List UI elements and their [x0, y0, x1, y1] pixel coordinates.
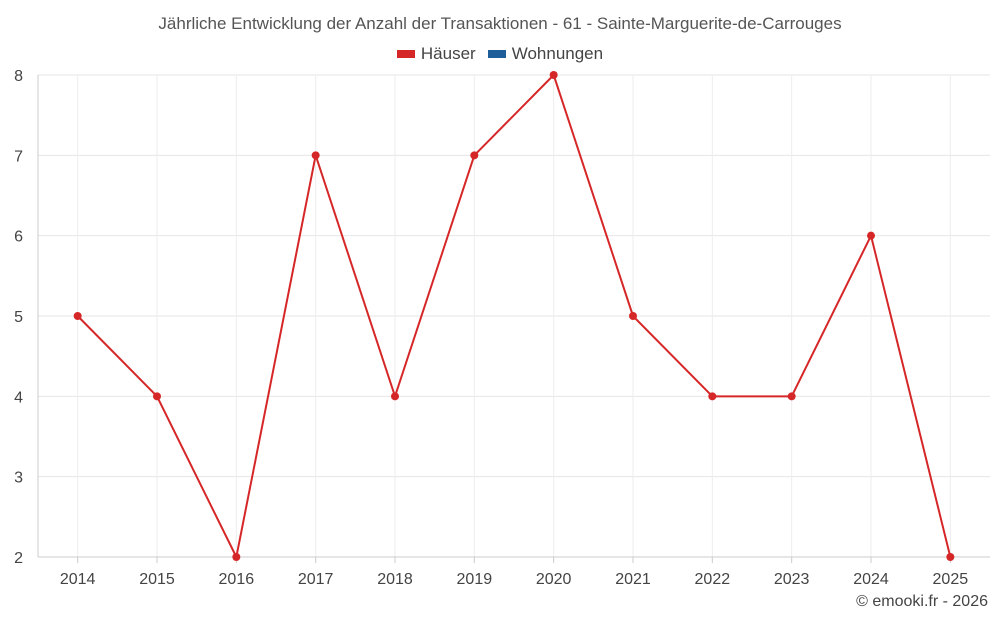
data-point-2020 [549, 71, 558, 79]
legend-swatch-wohnungen [487, 50, 506, 58]
data-point-2018 [391, 392, 399, 401]
x-tick-label: 2018 [377, 571, 413, 588]
data-point-2015 [153, 392, 161, 401]
y-tick-label: 6 [14, 229, 23, 246]
data-point-2014 [73, 312, 82, 320]
legend-label-wohnungen: Wohnungen [511, 44, 604, 63]
series-line-haeuser [76, 74, 952, 558]
x-tick-label: 2025 [933, 571, 969, 588]
data-point-2023 [787, 392, 796, 401]
legend-item-wohnungen[interactable]: Wohnungen [487, 44, 604, 64]
legend-label-haeuser: Häuser [420, 44, 476, 63]
x-tick-label: 2024 [853, 571, 889, 588]
x-tick-label: 2015 [139, 571, 175, 588]
x-tick-label: 2023 [774, 571, 810, 588]
legend: Häuser Wohnungen [0, 44, 1000, 64]
grid-lines [38, 74, 990, 558]
x-tick-label: 2014 [60, 571, 96, 588]
data-point-2024 [867, 231, 875, 240]
legend-swatch-haeuser [396, 50, 415, 58]
y-tick-label: 8 [14, 68, 23, 85]
x-tick-label: 2021 [615, 571, 651, 588]
y-tick-label: 4 [14, 389, 23, 406]
data-point-2016 [232, 553, 241, 561]
x-tick-label: 2017 [298, 571, 334, 588]
y-tick-label: 5 [14, 309, 23, 326]
data-point-2025 [946, 553, 955, 561]
data-point-2021 [629, 312, 637, 320]
y-tick-label: 7 [14, 148, 23, 165]
x-tick-label: 2016 [219, 571, 255, 588]
data-point-2019 [470, 151, 479, 160]
chart-title: Jährliche Entwicklung der Anzahl der Tra… [158, 14, 842, 33]
credit-text: © emooki.fr - 2026 [856, 593, 988, 610]
data-point-2022 [708, 392, 717, 401]
x-tick-label: 2019 [457, 571, 493, 588]
y-tick-label: 3 [14, 470, 23, 487]
y-tick-label: 2 [14, 550, 23, 567]
data-point-2017 [311, 151, 320, 160]
x-tick-label: 2020 [536, 571, 572, 588]
x-tick-label: 2022 [695, 571, 731, 588]
legend-item-haeuser[interactable]: Häuser [396, 44, 476, 64]
